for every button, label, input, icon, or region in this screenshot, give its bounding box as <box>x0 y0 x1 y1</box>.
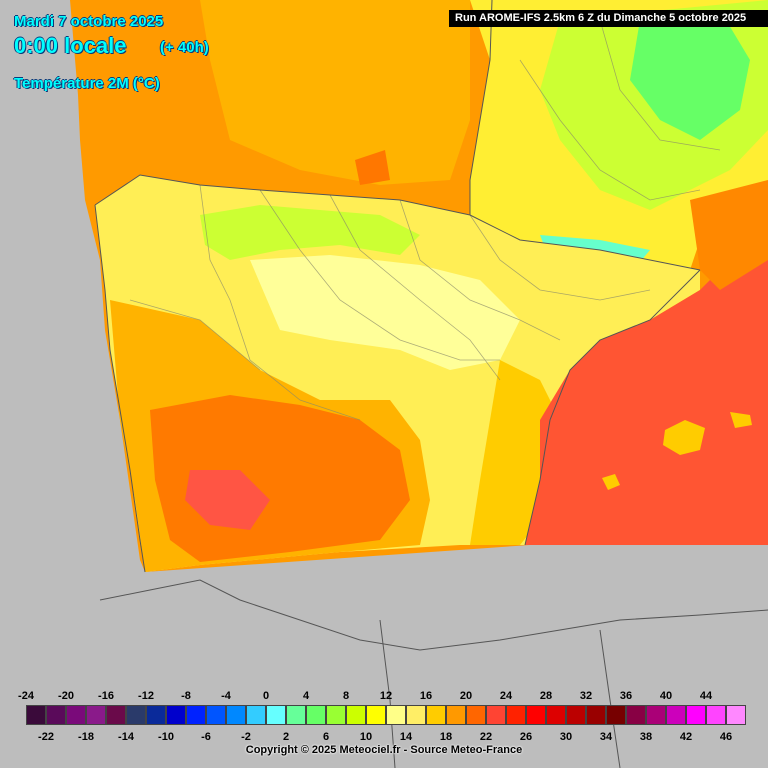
legend-swatch <box>166 705 186 725</box>
legend-tick-label: 8 <box>342 690 350 702</box>
legend-tick-label: 0 <box>262 690 270 702</box>
legend-tick-label: -10 <box>158 731 174 743</box>
legend-tick-label: -24 <box>18 690 34 702</box>
legend-swatch <box>686 705 706 725</box>
legend-swatch <box>466 705 486 725</box>
legend-tick-label: 12 <box>379 690 393 702</box>
legend-tick-label: 46 <box>719 731 733 743</box>
legend-tick-label: -6 <box>201 731 211 743</box>
legend-tick-label: 24 <box>499 690 513 702</box>
interior-pale <box>250 255 520 370</box>
legend-tick-label: 30 <box>559 731 573 743</box>
legend-swatch <box>186 705 206 725</box>
ibiza-island <box>602 474 620 490</box>
legend-tick-label: 20 <box>459 690 473 702</box>
legend-tick-label: -2 <box>241 731 251 743</box>
legend-swatch <box>726 705 746 725</box>
forecast-date: Mardi 7 octobre 2025 <box>14 13 164 30</box>
forecast-time: 0:00 locale <box>14 33 127 58</box>
legend-tick-label: 32 <box>579 690 593 702</box>
legend-swatch <box>706 705 726 725</box>
legend-swatch <box>426 705 446 725</box>
legend-tick-label: 16 <box>419 690 433 702</box>
legend-tick-label: -22 <box>38 731 54 743</box>
legend-tick-label: 42 <box>679 731 693 743</box>
legend-swatch <box>226 705 246 725</box>
legend-swatch <box>126 705 146 725</box>
legend-tick-label: 40 <box>659 690 673 702</box>
coastlines <box>94 0 701 573</box>
legend-swatch <box>486 705 506 725</box>
legend-swatch <box>266 705 286 725</box>
legend-swatch <box>106 705 126 725</box>
copyright-text: Copyright © 2025 Meteociel.fr - Source M… <box>245 744 523 756</box>
legend-tick-label: 34 <box>599 731 613 743</box>
legend-swatch <box>326 705 346 725</box>
legend-swatch <box>446 705 466 725</box>
legend-tick-label: -4 <box>221 690 231 702</box>
legend-swatch <box>406 705 426 725</box>
france-cold-zone <box>630 10 750 140</box>
legend-tick-label: 26 <box>519 731 533 743</box>
legend-swatch <box>546 705 566 725</box>
legend-swatch <box>246 705 266 725</box>
forecast-lead-time: (+ 40h) <box>160 39 209 56</box>
legend-tick-label: -14 <box>118 731 134 743</box>
sea-warm-spot <box>355 150 390 185</box>
legend-swatch <box>646 705 666 725</box>
legend-swatch <box>506 705 526 725</box>
legend-tick-label: 22 <box>479 731 493 743</box>
legend-swatch <box>306 705 326 725</box>
legend-tick-label: -8 <box>181 690 191 702</box>
legend-swatch <box>366 705 386 725</box>
legend-swatch <box>586 705 606 725</box>
legend-tick-label: -20 <box>58 690 74 702</box>
legend-tick-label: 14 <box>399 731 413 743</box>
legend-tick-label: 6 <box>322 731 330 743</box>
legend-swatch <box>86 705 106 725</box>
mallorca-island <box>663 420 705 455</box>
cantabria-cool <box>200 205 420 260</box>
legend-tick-label: 38 <box>639 731 653 743</box>
legend-swatch <box>346 705 366 725</box>
africa-borders <box>99 579 768 768</box>
legend-swatch <box>666 705 686 725</box>
region-borders <box>129 19 721 421</box>
parameter-title: Température 2M (°C) <box>14 75 160 92</box>
legend-tick-label: 10 <box>359 731 373 743</box>
legend-swatch <box>386 705 406 725</box>
legend-swatch <box>606 705 626 725</box>
guadalquivir-hotspot <box>185 470 270 530</box>
legend-swatch <box>566 705 586 725</box>
legend-swatch <box>526 705 546 725</box>
legend-swatch <box>46 705 66 725</box>
legend-tick-label: 4 <box>302 690 310 702</box>
legend-tick-label: 28 <box>539 690 553 702</box>
legend-swatch <box>626 705 646 725</box>
legend-swatch <box>206 705 226 725</box>
legend-tick-label: -12 <box>138 690 154 702</box>
mediterranean-sea <box>525 250 768 545</box>
legend-swatch <box>286 705 306 725</box>
run-info-banner: Run AROME-IFS 2.5km 6 Z du Dimanche 5 oc… <box>449 10 768 27</box>
legend-swatch <box>146 705 166 725</box>
legend-tick-label: 44 <box>699 690 713 702</box>
gulf-of-lion-orange <box>690 180 768 290</box>
legend-tick-label: -16 <box>98 690 114 702</box>
legend-tick-label: 2 <box>282 731 290 743</box>
legend-swatch <box>26 705 46 725</box>
legend-tick-label: -18 <box>78 731 94 743</box>
legend-tick-label: 18 <box>439 731 453 743</box>
legend-swatch <box>66 705 86 725</box>
bay-of-biscay <box>200 0 470 185</box>
menorca-island <box>730 412 752 428</box>
legend-tick-label: 36 <box>619 690 633 702</box>
